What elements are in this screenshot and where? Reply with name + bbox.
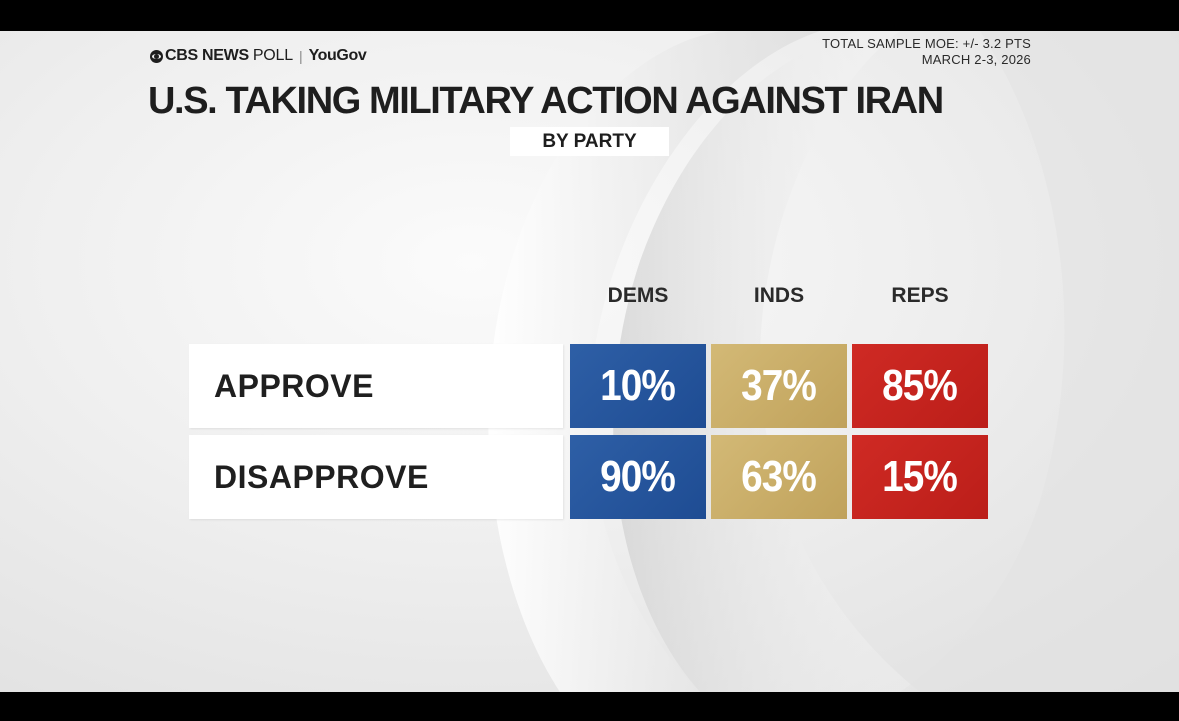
value-disapprove-reps: 15% [882,452,959,501]
background-swirl [488,31,1179,692]
column-header-reps: REPS [891,284,949,307]
cell-disapprove-dems: 90% [570,435,706,519]
brand-poll: POLL [252,47,293,64]
brand-yougov: YouGov [308,47,367,64]
poll-date: MARCH 2-3, 2026 [921,52,1031,67]
row-label-approve-text: APPROVE [214,367,374,404]
brand-cbs-news: CBS NEWS [165,47,249,64]
value-disapprove-dems: 90% [600,452,677,501]
cell-approve-dems: 10% [570,344,706,428]
cell-approve-reps: 85% [852,344,988,428]
row-label-disapprove: DISAPPROVE [189,435,563,519]
letterbox-top [0,0,1179,31]
column-header-dems: DEMS [607,284,669,307]
cell-approve-inds: 37% [711,344,847,428]
row-label-approve: APPROVE [189,344,563,428]
column-header-inds: INDS [753,284,805,307]
poll-metadata: TOTAL SAMPLE MOE: +/- 3.2 PTS MARCH 2-3,… [822,36,1031,68]
value-approve-inds: 37% [741,361,818,410]
margin-of-error: TOTAL SAMPLE MOE: +/- 3.2 PTS [822,36,1031,51]
brand-separator: | [298,48,303,64]
row-label-disapprove-text: DISAPPROVE [214,458,429,495]
value-approve-dems: 10% [600,361,677,410]
chart-title: U.S. TAKING MILITARY ACTION AGAINST IRAN [148,80,944,122]
cell-disapprove-inds: 63% [711,435,847,519]
poll-brand: CBS NEWS POLL | YouGov [150,47,367,65]
cbs-eye-icon [150,49,163,63]
cell-disapprove-reps: 15% [852,435,988,519]
value-disapprove-inds: 63% [741,452,818,501]
letterbox-bottom [0,692,1179,721]
value-approve-reps: 85% [882,361,959,410]
chart-subtitle: BY PARTY [510,127,669,156]
